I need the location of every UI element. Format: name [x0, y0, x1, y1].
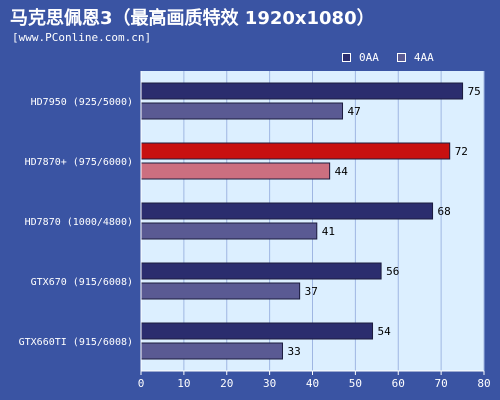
bar-4aa: [140, 162, 331, 180]
legend-item-4aa: 4AA: [396, 50, 434, 64]
bar-value-label: 68: [438, 205, 451, 218]
x-tick-label: 20: [220, 377, 233, 390]
chart-legend: 0AA 4AA: [342, 50, 452, 64]
bar-0aa: [140, 142, 451, 160]
x-tick-label: 60: [392, 377, 405, 390]
legend-label-4aa: 4AA: [413, 50, 434, 64]
chart-title: 马克思佩恩3（最高画质特效 1920x1080）: [10, 8, 375, 29]
legend-label-0aa: 0AA: [359, 50, 379, 64]
bar-4aa: [140, 102, 344, 120]
x-tick-label: 10: [177, 377, 190, 390]
bar-value-label: 54: [378, 325, 392, 338]
category-label: HD7870 (1000/4800): [25, 217, 133, 228]
bar-value-label: 72: [455, 145, 468, 158]
legend-item-0aa: 0AA: [342, 51, 379, 64]
bar-value-label: 47: [348, 105, 361, 118]
bar-value-label: 41: [322, 225, 335, 238]
x-tick-label: 30: [263, 377, 276, 390]
bar-0aa: [140, 262, 382, 280]
bar-4aa: [140, 222, 318, 240]
bar-value-label: 56: [386, 265, 399, 278]
bar-value-label: 75: [468, 85, 481, 98]
chart-subtitle: [www.PConline.com.cn]: [12, 31, 152, 44]
bar-value-label: 33: [287, 345, 300, 358]
x-tick-label: 70: [435, 377, 448, 390]
bar-value-label: 37: [305, 285, 318, 298]
category-label: HD7950 (925/5000): [31, 97, 133, 108]
bar-0aa: [140, 202, 434, 220]
bar-4aa: [140, 282, 301, 300]
legend-swatch-4aa: [396, 52, 406, 62]
bar-value-label: 44: [335, 165, 349, 178]
x-tick-label: 0: [138, 377, 145, 390]
legend-swatch-0aa: [342, 52, 351, 62]
x-tick-label: 50: [349, 377, 362, 390]
bar-0aa: [140, 322, 374, 340]
bar-4aa: [140, 342, 283, 360]
category-label: HD7870+ (975/6000): [25, 157, 133, 168]
bar-0aa: [140, 82, 464, 100]
category-label: GTX670 (915/6008): [31, 277, 133, 288]
x-tick-label: 40: [306, 377, 319, 390]
x-tick-label: 80: [477, 377, 490, 390]
category-label: GTX660TI (915/6008): [19, 337, 133, 348]
